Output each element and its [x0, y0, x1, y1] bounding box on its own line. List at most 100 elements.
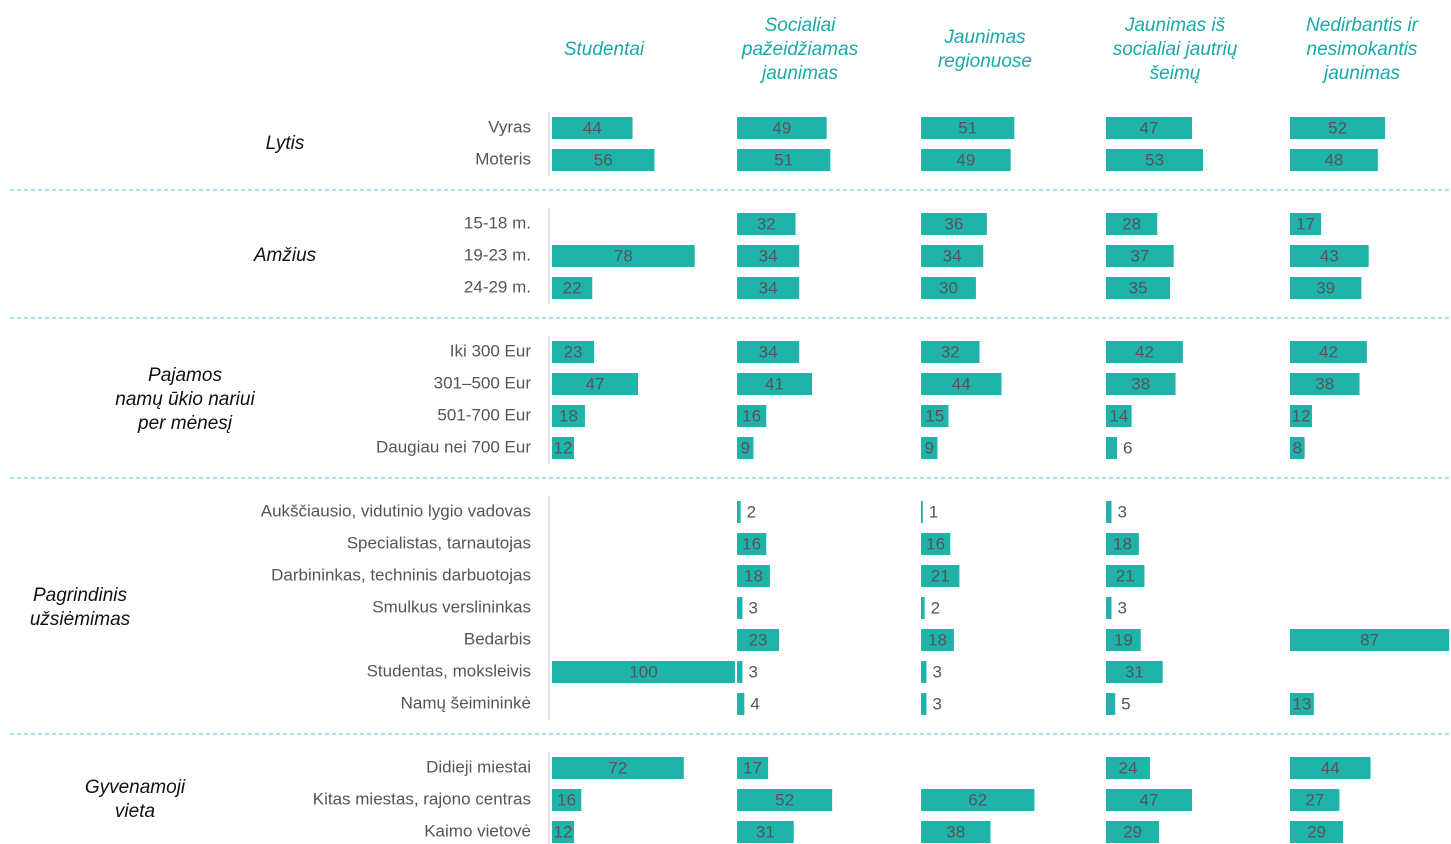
- value-label: 4: [750, 694, 759, 713]
- value-label: 42: [1135, 342, 1154, 361]
- bar: [921, 565, 960, 587]
- value-label: 16: [926, 534, 945, 553]
- bar: [552, 117, 633, 139]
- value-label: 72: [608, 758, 627, 777]
- row-label: Aukščiausio, vidutinio lygio vadovas: [261, 501, 531, 520]
- bar: [921, 405, 949, 427]
- row-label: 24-29 m.: [464, 277, 531, 296]
- value-label: 3: [748, 598, 757, 617]
- bar: [921, 789, 1035, 811]
- group-label: Pagrindinis: [33, 585, 127, 606]
- bar: [1106, 533, 1139, 555]
- group-label: užsiėmimas: [30, 609, 131, 630]
- bar: [737, 789, 833, 811]
- value-label: 21: [931, 566, 950, 585]
- value-label: 48: [1324, 150, 1343, 169]
- column-header: Jaunimas: [943, 27, 1026, 48]
- bar: [921, 213, 987, 235]
- row-label: Iki 300 Eur: [450, 341, 532, 360]
- value-label: 1: [929, 502, 938, 521]
- row-label: Specialistas, tarnautojas: [347, 533, 531, 552]
- column-header: Studentai: [564, 39, 645, 60]
- value-label: 3: [748, 662, 757, 681]
- bar: [921, 597, 925, 619]
- value-label: 21: [1116, 566, 1135, 585]
- bar: [1290, 789, 1340, 811]
- value-label: 32: [941, 342, 960, 361]
- value-label: 56: [594, 150, 613, 169]
- value-label: 34: [759, 342, 778, 361]
- row-label: 15-18 m.: [464, 213, 531, 232]
- value-label: 47: [1140, 790, 1159, 809]
- value-label: 38: [1131, 374, 1150, 393]
- column-header: Nedirbantis ir: [1306, 15, 1419, 36]
- value-label: 51: [774, 150, 793, 169]
- value-label: 12: [1292, 406, 1311, 425]
- group-label: namų ūkio nariui: [115, 389, 255, 410]
- bar: [1290, 821, 1344, 843]
- value-label: 3: [932, 694, 941, 713]
- value-label: 38: [1315, 374, 1334, 393]
- bar: [737, 373, 813, 395]
- bar: [921, 693, 927, 715]
- bar: [1106, 277, 1171, 299]
- value-label: 12: [554, 822, 573, 841]
- value-label: 47: [586, 374, 605, 393]
- bar: [921, 245, 984, 267]
- group-label: Pajamos: [148, 365, 222, 386]
- bar: [737, 693, 745, 715]
- bar: [737, 501, 741, 523]
- value-label: 29: [1307, 822, 1326, 841]
- value-label: 16: [557, 790, 576, 809]
- bar: [737, 149, 831, 171]
- group-label: Amžius: [253, 245, 317, 266]
- bar: [552, 661, 735, 683]
- bar: [1290, 117, 1386, 139]
- value-label: 35: [1129, 278, 1148, 297]
- bar: [737, 245, 800, 267]
- bar: [552, 789, 582, 811]
- bar: [921, 629, 954, 651]
- value-label: 16: [742, 534, 761, 553]
- column-header: socialiai jautrių: [1113, 39, 1238, 60]
- value-label: 49: [956, 150, 975, 169]
- bar: [737, 277, 800, 299]
- bar: [552, 277, 593, 299]
- value-label: 62: [968, 790, 987, 809]
- value-label: 37: [1130, 246, 1149, 265]
- bar: [1106, 693, 1116, 715]
- bar: [737, 341, 800, 363]
- bar: [1106, 437, 1117, 459]
- value-label: 44: [1321, 758, 1340, 777]
- bar: [1106, 373, 1176, 395]
- value-label: 41: [765, 374, 784, 393]
- bar: [921, 437, 938, 459]
- bar: [1106, 213, 1158, 235]
- value-label: 15: [925, 406, 944, 425]
- value-label: 18: [1113, 534, 1132, 553]
- value-label: 16: [742, 406, 761, 425]
- column-header: pažeidžiamas: [741, 39, 859, 60]
- group-label: vieta: [115, 801, 155, 822]
- row-label: Studentas, moksleivis: [367, 661, 531, 680]
- bar: [1290, 629, 1450, 651]
- value-label: 24: [1118, 758, 1137, 777]
- bar: [1290, 341, 1367, 363]
- bar: [1290, 437, 1305, 459]
- bar: [1106, 757, 1150, 779]
- bar: [1290, 757, 1371, 779]
- value-label: 8: [1293, 438, 1302, 457]
- value-label: 44: [583, 118, 602, 137]
- row-label: Smulkus verslininkas: [372, 597, 531, 616]
- value-label: 23: [749, 630, 768, 649]
- bar: [737, 821, 794, 843]
- value-label: 30: [939, 278, 958, 297]
- value-label: 47: [1140, 118, 1159, 137]
- column-header: Jaunimas iš: [1124, 15, 1226, 36]
- bar: [1106, 149, 1203, 171]
- column-header: jaunimas: [1321, 63, 1401, 84]
- bar: [737, 661, 743, 683]
- bar: [737, 565, 770, 587]
- value-label: 28: [1122, 214, 1141, 233]
- row-label: 501-700 Eur: [437, 405, 531, 424]
